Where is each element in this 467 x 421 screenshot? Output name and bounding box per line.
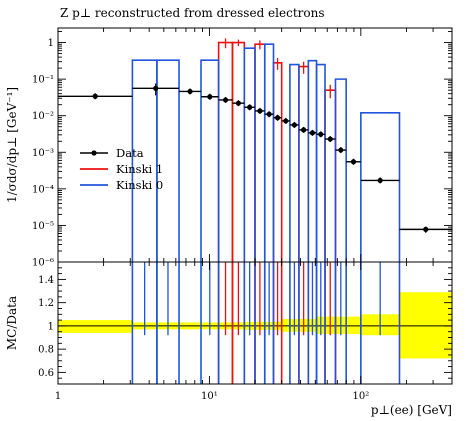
data-point [207, 94, 213, 100]
kinski-0-ratio-edge [334, 262, 347, 384]
ratio-tick-label: 0.8 [38, 345, 54, 356]
data-point [222, 97, 229, 103]
kinski-0-bar [200, 59, 220, 262]
legend-label: Kinski 1 [116, 162, 163, 176]
data-point [291, 122, 298, 128]
data-point [327, 136, 333, 142]
kinski-0-bar [263, 43, 275, 262]
y-tick-label: 10⁻³ [32, 148, 54, 159]
data-point [187, 88, 193, 95]
data-point [377, 177, 383, 184]
kinski-0-bar [307, 59, 318, 262]
data-point [274, 115, 281, 121]
kinski-0-ratio-edge [156, 262, 180, 384]
kinski-0-bar [360, 112, 401, 262]
kinski-1-bar [231, 41, 246, 262]
data-point [235, 100, 241, 106]
y-tick-label: 10⁻¹ [32, 75, 54, 86]
legend-marker [91, 150, 97, 156]
data-point [301, 127, 307, 133]
kinski-1-bar [254, 43, 266, 262]
data-point [247, 104, 253, 110]
data-point [423, 226, 429, 232]
main-panel [57, 27, 453, 263]
kinski-0-ratio-edge [360, 262, 401, 384]
data-point [257, 108, 263, 114]
legend: Data Kinski 1 Kinski 0 [80, 146, 163, 192]
data-point [350, 159, 357, 165]
x-axis-title: p⊥(ee) [GeV] [371, 403, 452, 417]
kinski-0-bar [315, 63, 326, 262]
kinski-0-bar [289, 63, 300, 262]
kinski-0-ratio-edge [315, 262, 326, 384]
data-point [153, 85, 159, 91]
legend-label: Data [116, 146, 144, 160]
kinski-0-bar [156, 59, 180, 262]
kinski-0-ratio-edge [289, 262, 300, 384]
kinski-1-bar [272, 61, 283, 262]
y-axis-title: 1/σdσ/dp⊥ [GeV⁻¹] [5, 87, 19, 203]
y-tick-label: 10⁻⁴ [32, 184, 54, 195]
y-tick-label: 10⁻⁵ [32, 221, 54, 232]
ratio-band-segment [316, 316, 361, 335]
kinski-1-bar [217, 41, 234, 262]
x-tick-label: 10² [352, 391, 369, 402]
kinski-0-ratio-edge [243, 262, 256, 384]
y-tick-label: 10⁻⁶ [32, 258, 54, 269]
ratio-band-segment [58, 320, 133, 333]
y-tick-label: 10⁻² [32, 111, 54, 122]
data-point [92, 93, 98, 99]
data-point [318, 131, 324, 137]
kinski-0-ratio-edge [200, 262, 220, 384]
data-point [309, 130, 316, 136]
chart-title: Z p⊥ reconstructed from dressed electron… [60, 6, 325, 20]
ratio-y-axis-title: MC/Data [5, 296, 19, 350]
data-point [283, 118, 289, 124]
ratio-tick-label: 1.4 [38, 275, 54, 286]
ratio-tick-label: 1.2 [38, 298, 54, 309]
legend-label: Kinski 0 [116, 178, 163, 192]
kinski-0-bar [334, 78, 347, 262]
ratio-band-segment [399, 292, 452, 359]
x-tick-label: 1 [55, 391, 61, 402]
data-point [266, 111, 272, 117]
ratio-tick-label: 1 [48, 321, 54, 332]
kinski-0-bar [243, 47, 256, 262]
axes-ticks: 1 10¹ 10² 1 10⁻¹ 10⁻² 10⁻³ 10⁻⁴ 10⁻⁵ 10⁻⁶ 0.6 0.8 1 1… [32, 28, 453, 402]
ratio-tick-label: 0.6 [38, 368, 54, 379]
data-point [338, 147, 344, 153]
kinski-0-ratio-edge [263, 262, 275, 384]
kinski-1-bar [298, 65, 310, 262]
y-tick-label: 1 [48, 38, 54, 49]
x-tick-label: 10¹ [201, 391, 218, 402]
ratio-panel [57, 261, 453, 385]
kinski-1-bar [324, 89, 337, 262]
